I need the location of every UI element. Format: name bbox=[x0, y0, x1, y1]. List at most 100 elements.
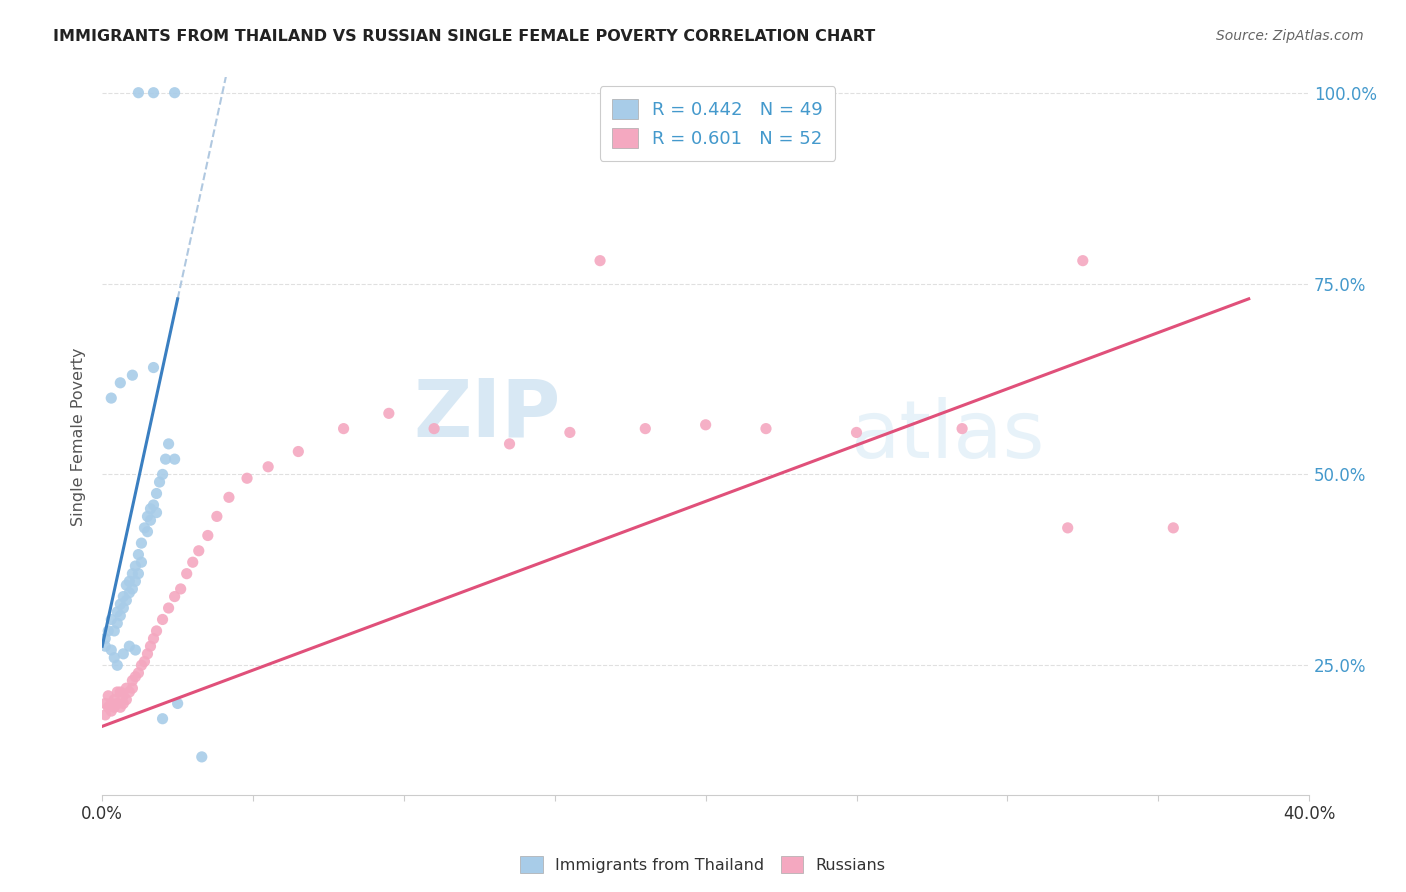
Point bbox=[121, 673, 143, 688]
Legend: R = 0.442   N = 49, R = 0.601   N = 52: R = 0.442 N = 49, R = 0.601 N = 52 bbox=[599, 87, 835, 161]
Point bbox=[127, 566, 149, 581]
Point bbox=[105, 697, 128, 711]
Text: atlas: atlas bbox=[851, 397, 1045, 475]
Point bbox=[115, 692, 138, 706]
Point bbox=[218, 491, 240, 505]
Point bbox=[118, 586, 141, 600]
Point bbox=[112, 697, 135, 711]
Point bbox=[845, 425, 868, 440]
Point bbox=[145, 486, 167, 500]
Point bbox=[157, 437, 180, 451]
Point bbox=[145, 506, 167, 520]
Point bbox=[105, 685, 128, 699]
Point bbox=[124, 559, 146, 574]
Point bbox=[115, 593, 138, 607]
Point bbox=[103, 624, 125, 638]
Point bbox=[498, 437, 520, 451]
Point bbox=[131, 555, 153, 569]
Point bbox=[950, 422, 973, 436]
Point bbox=[378, 406, 401, 420]
Point bbox=[134, 521, 156, 535]
Point bbox=[134, 655, 156, 669]
Point bbox=[115, 681, 138, 696]
Point bbox=[121, 368, 143, 383]
Point bbox=[112, 590, 135, 604]
Point bbox=[110, 376, 132, 390]
Point bbox=[332, 422, 354, 436]
Point bbox=[97, 624, 120, 638]
Point bbox=[136, 524, 159, 539]
Point bbox=[152, 712, 174, 726]
Point bbox=[97, 689, 120, 703]
Point bbox=[589, 253, 612, 268]
Point bbox=[100, 704, 122, 718]
Point bbox=[124, 574, 146, 589]
Point bbox=[115, 578, 138, 592]
Point bbox=[112, 689, 135, 703]
Point bbox=[257, 459, 280, 474]
Point bbox=[139, 501, 162, 516]
Point bbox=[142, 86, 165, 100]
Point bbox=[127, 548, 149, 562]
Point bbox=[176, 566, 198, 581]
Point bbox=[142, 360, 165, 375]
Point bbox=[695, 417, 717, 432]
Point bbox=[136, 509, 159, 524]
Point bbox=[112, 601, 135, 615]
Point bbox=[94, 632, 117, 646]
Y-axis label: Single Female Poverty: Single Female Poverty bbox=[72, 347, 86, 525]
Point bbox=[163, 452, 186, 467]
Point bbox=[1056, 521, 1078, 535]
Point bbox=[118, 574, 141, 589]
Point bbox=[152, 612, 174, 626]
Point bbox=[110, 700, 132, 714]
Legend: Immigrants from Thailand, Russians: Immigrants from Thailand, Russians bbox=[515, 849, 891, 880]
Point bbox=[1071, 253, 1094, 268]
Point bbox=[169, 582, 191, 596]
Point bbox=[121, 582, 143, 596]
Point bbox=[127, 665, 149, 680]
Point bbox=[191, 750, 214, 764]
Point bbox=[131, 536, 153, 550]
Point bbox=[97, 700, 120, 714]
Point bbox=[118, 685, 141, 699]
Point bbox=[287, 444, 309, 458]
Point bbox=[127, 86, 149, 100]
Point bbox=[634, 422, 657, 436]
Point bbox=[139, 639, 162, 653]
Point bbox=[166, 697, 188, 711]
Point bbox=[131, 658, 153, 673]
Text: Source: ZipAtlas.com: Source: ZipAtlas.com bbox=[1216, 29, 1364, 43]
Point bbox=[121, 681, 143, 696]
Point bbox=[197, 528, 219, 542]
Point bbox=[142, 632, 165, 646]
Point bbox=[236, 471, 259, 485]
Point bbox=[157, 601, 180, 615]
Point bbox=[124, 670, 146, 684]
Point bbox=[94, 639, 117, 653]
Point bbox=[755, 422, 778, 436]
Point bbox=[110, 597, 132, 611]
Point bbox=[136, 647, 159, 661]
Point bbox=[558, 425, 581, 440]
Point bbox=[110, 608, 132, 623]
Point bbox=[100, 612, 122, 626]
Point bbox=[142, 498, 165, 512]
Point bbox=[423, 422, 446, 436]
Point bbox=[103, 700, 125, 714]
Point bbox=[155, 452, 177, 467]
Point bbox=[121, 566, 143, 581]
Point bbox=[139, 513, 162, 527]
Point bbox=[152, 467, 174, 482]
Point bbox=[105, 616, 128, 631]
Point bbox=[163, 86, 186, 100]
Point bbox=[103, 650, 125, 665]
Text: IMMIGRANTS FROM THAILAND VS RUSSIAN SINGLE FEMALE POVERTY CORRELATION CHART: IMMIGRANTS FROM THAILAND VS RUSSIAN SING… bbox=[53, 29, 876, 44]
Point bbox=[105, 605, 128, 619]
Point bbox=[145, 624, 167, 638]
Point bbox=[110, 685, 132, 699]
Point bbox=[118, 639, 141, 653]
Point bbox=[94, 707, 117, 722]
Point bbox=[112, 647, 135, 661]
Point bbox=[187, 543, 209, 558]
